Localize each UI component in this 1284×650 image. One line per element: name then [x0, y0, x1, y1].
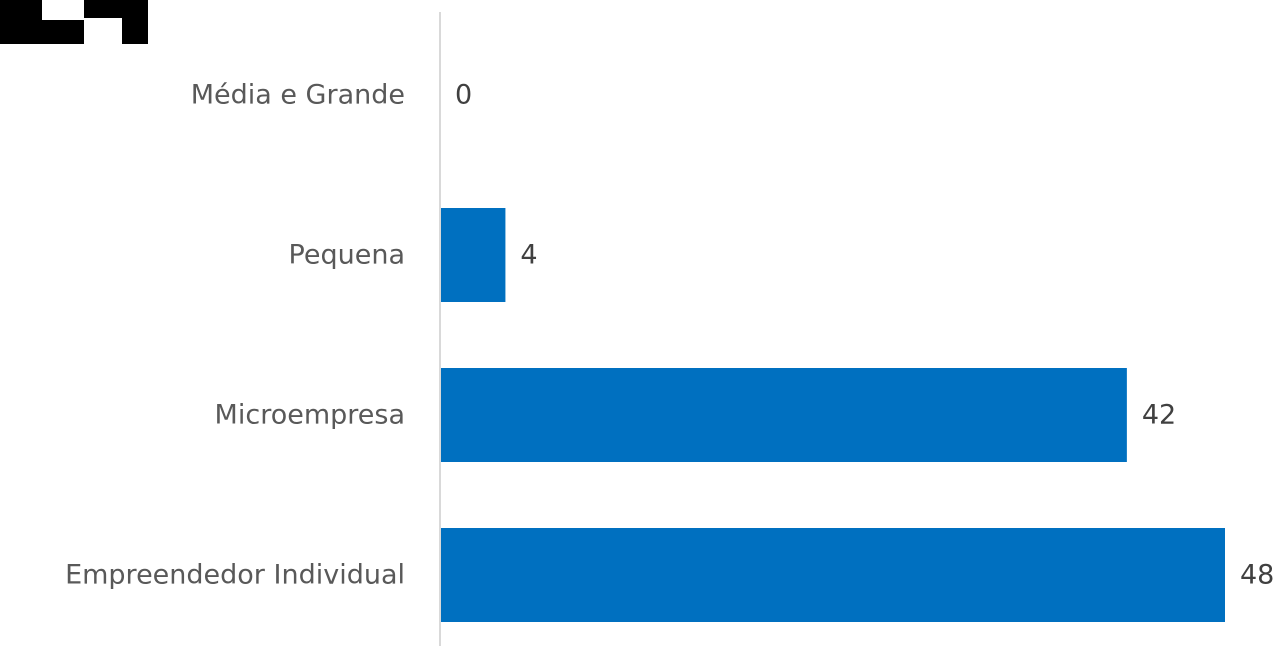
value-label: 42: [1142, 400, 1176, 431]
bar: [440, 208, 506, 302]
labels-layer: Média e Grande 0 Pequena 4 Microempresa 42 Emp…: [65, 80, 1274, 591]
category-label: Microempresa: [215, 400, 405, 431]
category-label: Média e Grande: [191, 80, 405, 111]
bar: [440, 368, 1127, 462]
bars-layer: [440, 208, 1225, 622]
value-label: 48: [1240, 560, 1274, 591]
category-label: Pequena: [289, 240, 405, 271]
category-label: Empreendedor Individual: [65, 560, 405, 591]
bar: [440, 528, 1225, 622]
corner-logo-fragment: [0, 0, 148, 44]
value-label: 4: [520, 240, 537, 271]
value-label: 0: [455, 80, 472, 111]
